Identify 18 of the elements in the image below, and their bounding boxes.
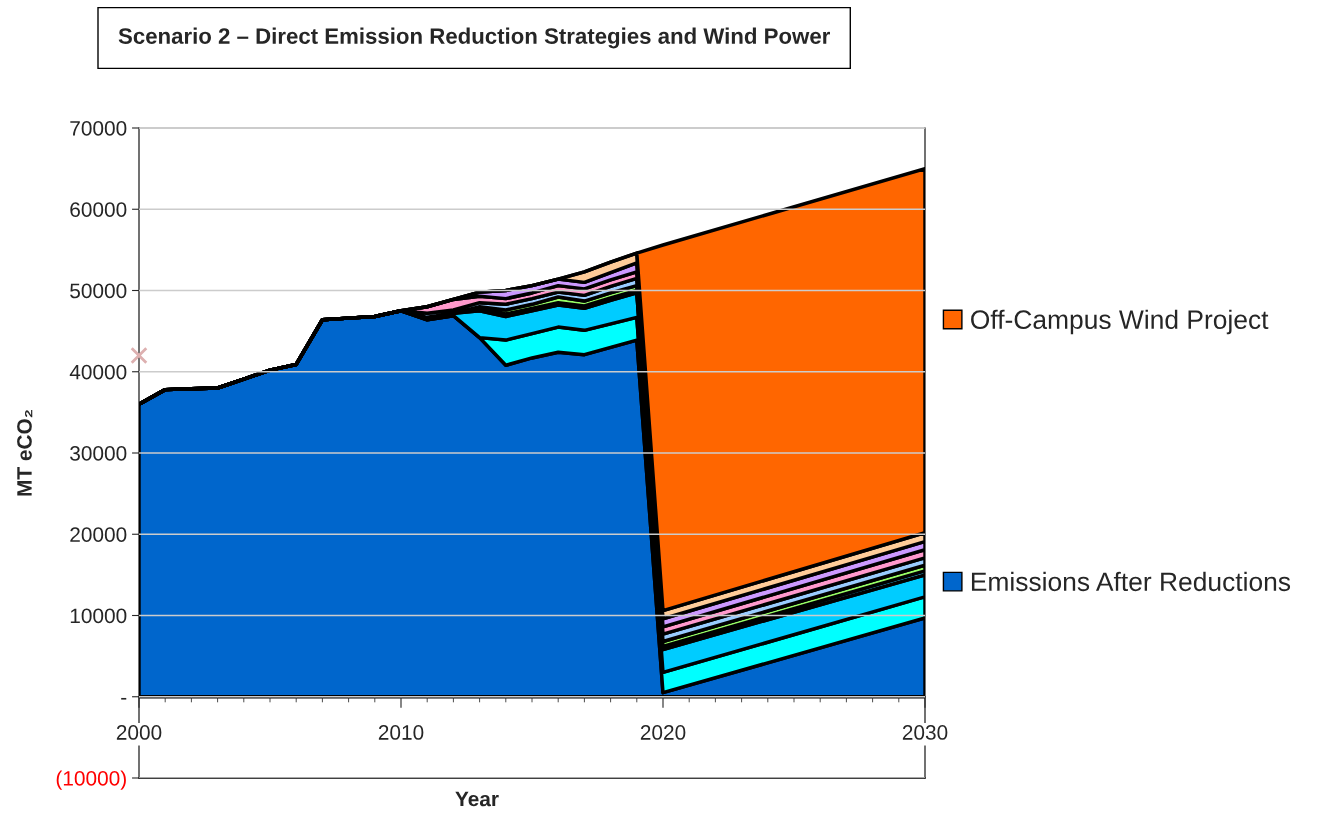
- x-axis-title: Year: [455, 791, 499, 807]
- y-tick-label: 10000: [70, 608, 127, 624]
- legend-label: Emissions After Reductions: [971, 571, 1291, 592]
- y-axis-title: MT eCO₂: [17, 410, 33, 496]
- y-tick-label: 20000: [70, 527, 127, 542]
- chart-title: Scenario 2 – Direct Emission Reduction Strategies and Wind Power: [118, 27, 830, 49]
- x-tick-label: 2020: [640, 725, 686, 740]
- y-tick-label: (10000): [56, 770, 126, 790]
- y-tick-label: 50000: [70, 283, 127, 299]
- y-tick-label: 30000: [70, 446, 127, 461]
- y-tick-label: 70000: [70, 121, 127, 136]
- x-tick-label: 2000: [116, 725, 162, 740]
- y-tick-label: -: [121, 697, 127, 700]
- x-tick-label: 2030: [902, 725, 948, 740]
- y-tick-label: 40000: [69, 364, 127, 380]
- legend-label: Off-Campus Wind Project: [971, 309, 1269, 335]
- y-tick-label: 60000: [70, 202, 127, 217]
- x-tick-label: 2010: [378, 725, 424, 740]
